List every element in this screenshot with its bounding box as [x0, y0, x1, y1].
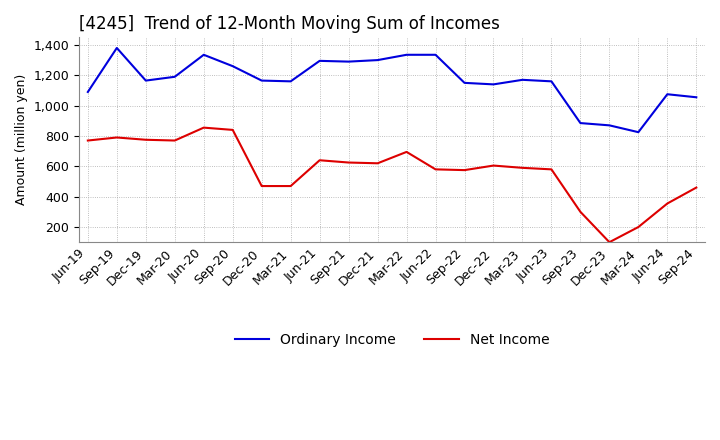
- Y-axis label: Amount (million yen): Amount (million yen): [15, 74, 28, 205]
- Net Income: [199, 125, 208, 130]
- Net Income: [547, 167, 556, 172]
- Net Income: [518, 165, 527, 170]
- Net Income: [344, 160, 353, 165]
- Net Income: [257, 183, 266, 189]
- Net Income: [460, 168, 469, 173]
- Net Income: [112, 135, 121, 140]
- Ordinary Income: [460, 80, 469, 85]
- Ordinary Income: [228, 63, 237, 69]
- Net Income: [576, 209, 585, 214]
- Ordinary Income: [171, 74, 179, 80]
- Ordinary Income: [576, 121, 585, 126]
- Text: [4245]  Trend of 12-Month Moving Sum of Incomes: [4245] Trend of 12-Month Moving Sum of I…: [79, 15, 500, 33]
- Net Income: [634, 224, 643, 230]
- Net Income: [489, 163, 498, 168]
- Ordinary Income: [489, 82, 498, 87]
- Net Income: [605, 239, 613, 245]
- Net Income: [315, 158, 324, 163]
- Legend: Ordinary Income, Net Income: Ordinary Income, Net Income: [229, 327, 555, 352]
- Net Income: [228, 127, 237, 132]
- Line: Ordinary Income: Ordinary Income: [88, 48, 696, 132]
- Line: Net Income: Net Income: [88, 128, 696, 242]
- Ordinary Income: [199, 52, 208, 58]
- Net Income: [692, 185, 701, 190]
- Ordinary Income: [84, 89, 92, 95]
- Ordinary Income: [518, 77, 527, 82]
- Ordinary Income: [257, 78, 266, 83]
- Ordinary Income: [315, 58, 324, 63]
- Net Income: [402, 149, 411, 154]
- Net Income: [663, 201, 672, 206]
- Ordinary Income: [141, 78, 150, 83]
- Net Income: [373, 161, 382, 166]
- Net Income: [287, 183, 295, 189]
- Net Income: [141, 137, 150, 143]
- Ordinary Income: [634, 129, 643, 135]
- Net Income: [431, 167, 440, 172]
- Ordinary Income: [605, 123, 613, 128]
- Ordinary Income: [547, 79, 556, 84]
- Ordinary Income: [344, 59, 353, 64]
- Ordinary Income: [402, 52, 411, 58]
- Ordinary Income: [431, 52, 440, 58]
- Ordinary Income: [692, 95, 701, 100]
- Ordinary Income: [373, 58, 382, 63]
- Net Income: [171, 138, 179, 143]
- Ordinary Income: [287, 79, 295, 84]
- Ordinary Income: [112, 45, 121, 51]
- Ordinary Income: [663, 92, 672, 97]
- Net Income: [84, 138, 92, 143]
